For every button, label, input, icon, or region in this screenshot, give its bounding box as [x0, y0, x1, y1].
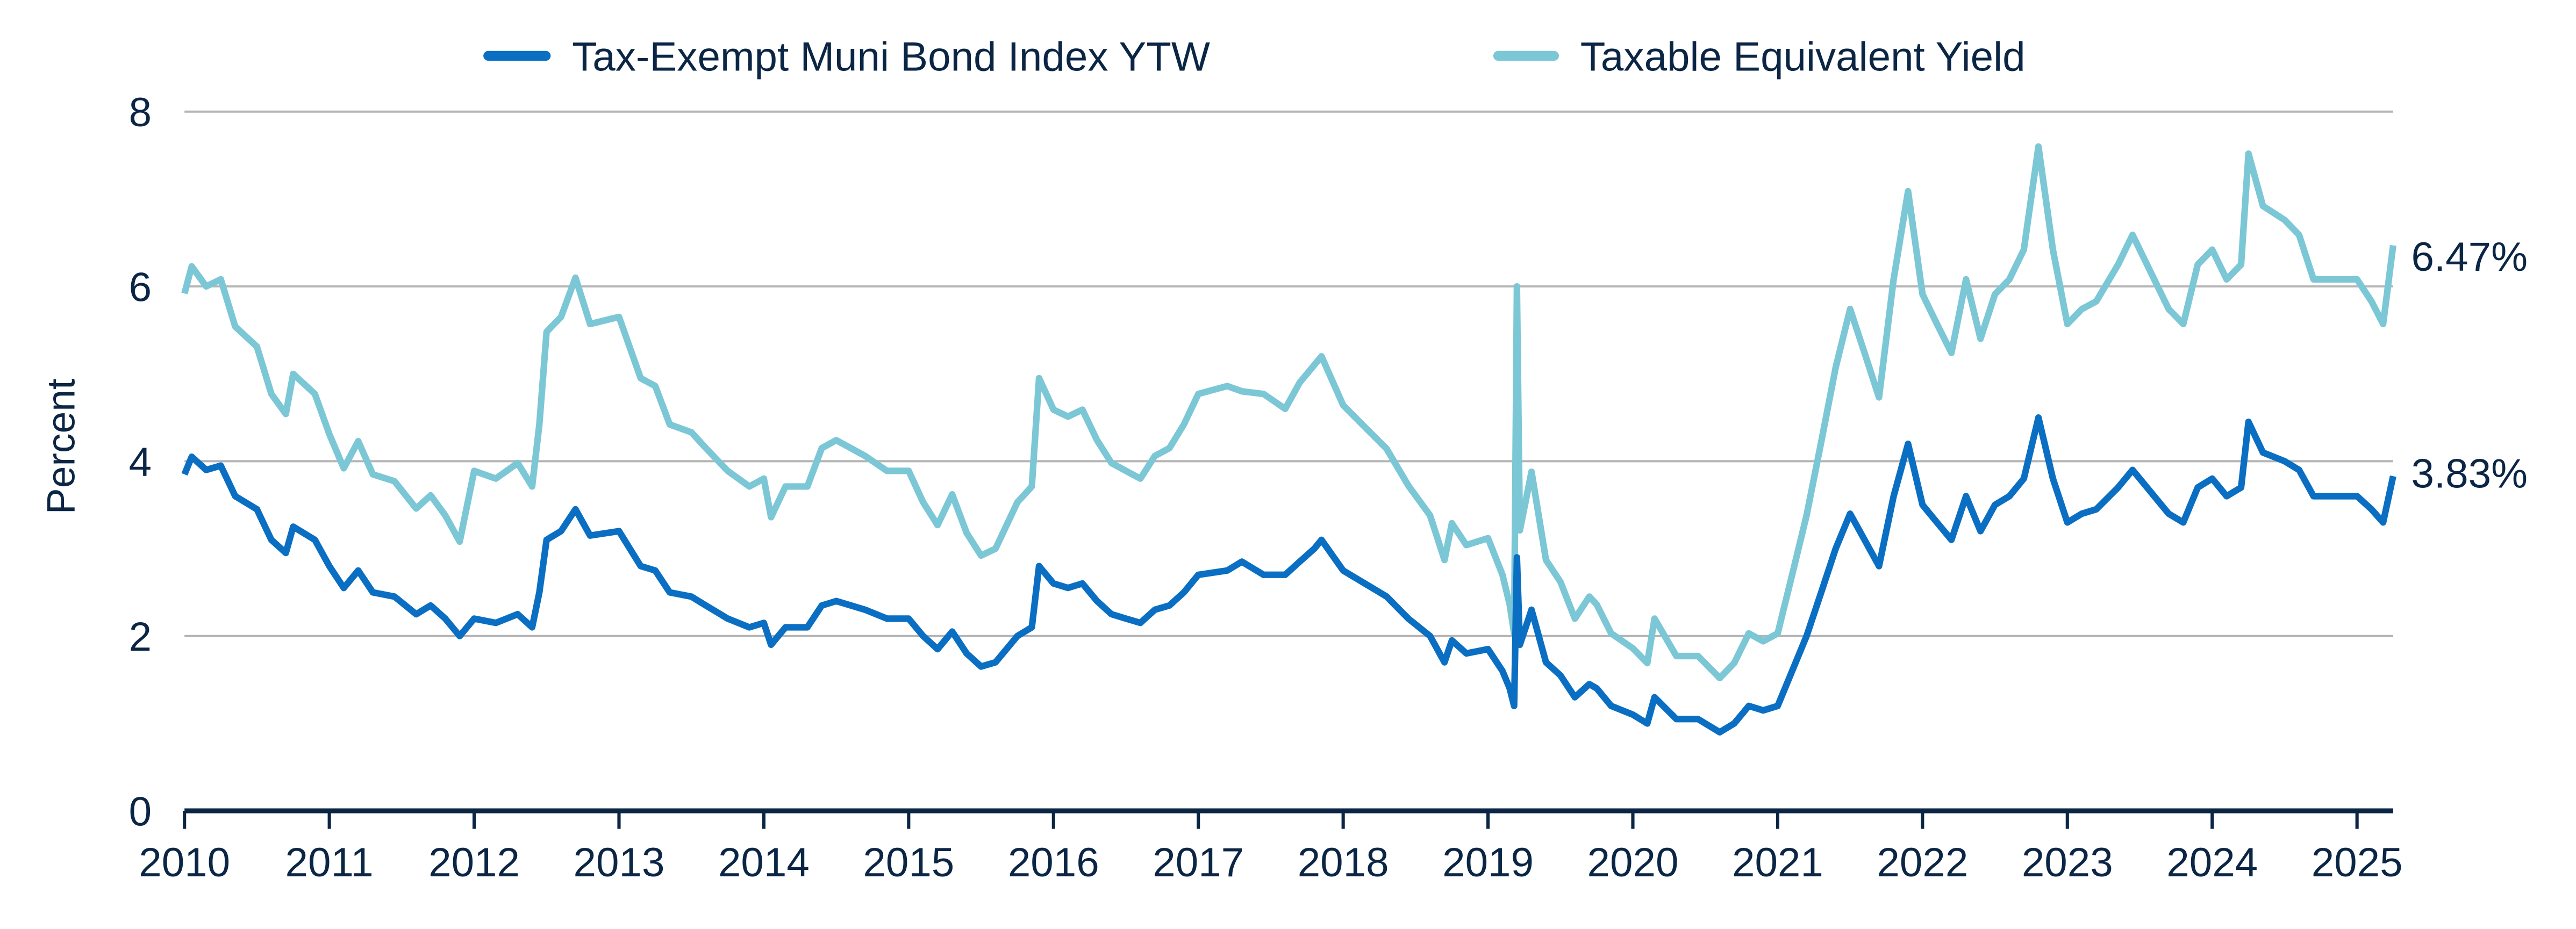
legend-item-taxable[interactable]: Taxable Equivalent Yield: [1493, 34, 2026, 80]
x-tick-label: 2013: [574, 840, 665, 885]
x-tick-label: 2011: [285, 840, 374, 885]
y-tick-label: 0: [129, 789, 152, 835]
x-tick-label: 2010: [139, 840, 230, 885]
y-tick-label: 8: [129, 90, 152, 135]
x-tick-label: 2014: [718, 840, 810, 885]
y-tick-label: 4: [129, 440, 152, 485]
y-tick-label: 6: [129, 265, 152, 311]
end-label-muni: 3.83%: [2411, 451, 2528, 496]
x-tick-label: 2020: [1587, 840, 1679, 885]
x-tick-label: 2016: [1008, 840, 1099, 885]
y-axis-ticks: 0 2 4 6 8: [129, 90, 152, 834]
series-line-muni-ytw: [181, 414, 2396, 736]
legend-label-muni: Tax-Exempt Muni Bond Index YTW: [572, 34, 1210, 80]
x-tick-label: 2021: [1732, 840, 1823, 885]
x-tick-label: 2025: [2312, 840, 2403, 885]
x-axis-ticks: 2010 2011 2012 2013 2014 2015 2016 2017 2018 2019…: [139, 811, 2403, 885]
y-axis-label: Percent: [39, 379, 83, 515]
legend: Tax-Exempt Muni Bond Index YTW Taxable E…: [483, 34, 2026, 80]
x-tick-label: 2019: [1442, 840, 1534, 885]
y-tick-label: 2: [129, 614, 152, 660]
x-tick-label: 2017: [1153, 840, 1244, 885]
x-tick-label: 2024: [2166, 840, 2258, 885]
x-tick-label: 2023: [2022, 840, 2113, 885]
series-line-taxable-equivalent-yield: [181, 143, 2396, 682]
x-tick-label: 2015: [863, 840, 954, 885]
series-lines: [181, 143, 2396, 736]
x-tick-label: 2012: [428, 840, 520, 885]
legend-item-muni[interactable]: Tax-Exempt Muni Bond Index YTW: [483, 34, 1210, 80]
gridlines: [184, 110, 2393, 637]
legend-label-taxable: Taxable Equivalent Yield: [1580, 34, 2026, 80]
end-label-taxable: 6.47%: [2411, 234, 2528, 280]
x-tick-label: 2018: [1298, 840, 1389, 885]
x-tick-label: 2022: [1877, 840, 1968, 885]
